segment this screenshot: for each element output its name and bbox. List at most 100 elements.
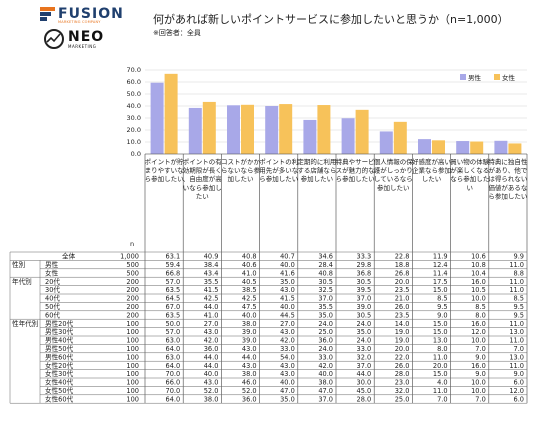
category-label-line: まりやすいな (145, 167, 185, 175)
table-cell: 33.3 (357, 253, 372, 261)
neo-logo: NEO MARKETING (44, 29, 150, 49)
table-cell: 23.0 (395, 379, 410, 387)
table-cell: 28.0 (357, 395, 372, 403)
category-label: 特典に独自性があり、他では得られない価値があるなら参加したい (488, 157, 528, 200)
neo-subtitle: MARKETING (68, 43, 97, 49)
table-cell: 20.0 (395, 278, 410, 286)
bar-female (164, 73, 178, 154)
table-cell: 40.0 (280, 261, 295, 269)
y-tick-label: 10.0 (127, 138, 141, 146)
table-cell: 66.0 (166, 379, 181, 387)
table-cell: 27.0 (204, 320, 219, 328)
table-cell: 59.4 (166, 261, 181, 269)
row-n: 100 (126, 328, 139, 336)
row-label: 女性40代 (45, 378, 74, 387)
row-n: 500 (126, 269, 139, 277)
table-cell: 30.5 (357, 311, 372, 319)
row-n: 200 (126, 311, 139, 319)
row-label: 30代 (45, 285, 60, 294)
table-cell: 43.0 (280, 286, 295, 294)
table-cell: 37.0 (357, 295, 372, 303)
table-cell: 45.0 (357, 387, 372, 395)
table-cell: 33.0 (357, 345, 372, 353)
table-cell: 23.5 (395, 311, 410, 319)
bar-male (341, 118, 355, 154)
table-cell: 9.0 (514, 370, 525, 378)
table-cell: 43.0 (280, 370, 295, 378)
bar-female (241, 104, 254, 154)
row-label: 60代 (45, 310, 60, 319)
table-cell: 17.5 (433, 278, 448, 286)
table-cell: 11.9 (433, 253, 448, 261)
table-cell: 46.0 (242, 379, 257, 387)
table-cell: 26.8 (395, 269, 410, 277)
table-cell: 36.0 (318, 337, 333, 345)
table-cell: 42.0 (280, 337, 295, 345)
table-cell: 11.0 (509, 261, 524, 269)
table-cell: 44.0 (204, 353, 219, 361)
table-cell: 36.0 (204, 345, 219, 353)
legend-swatch (494, 74, 500, 80)
table-cell: 28.4 (318, 261, 333, 269)
table-cell: 10.0 (471, 295, 486, 303)
bar-male (379, 131, 393, 154)
table-cell: 22.0 (395, 353, 410, 361)
table-cell: 38.0 (242, 370, 257, 378)
row-label: 男性 (45, 260, 59, 269)
table-cell: 28.0 (395, 370, 410, 378)
table-cell: 8.5 (514, 295, 525, 303)
table-cell: 21.0 (395, 295, 410, 303)
table-cell: 10.5 (471, 286, 486, 294)
table-cell: 10.6 (471, 253, 486, 261)
category-label: ポイントが貯まりやすいなら参加したい (145, 157, 185, 183)
table-cell: 40.0 (280, 303, 295, 311)
table-cell: 38.4 (204, 261, 219, 269)
bar-male (456, 141, 470, 154)
category-label-line: 効期限が長く (183, 166, 222, 175)
table-cell: 34.6 (318, 253, 333, 261)
table-cell: 10.0 (471, 337, 486, 345)
bar-male (418, 139, 431, 154)
category-label-line: は得られない (488, 174, 527, 183)
table-cell: 9.9 (514, 253, 525, 261)
table-cell: 35.0 (318, 311, 333, 319)
table-cell: 11.0 (433, 387, 448, 395)
legend-label: 女性 (502, 73, 516, 82)
table-cell: 63.5 (166, 311, 181, 319)
table-cell: 13.0 (509, 328, 524, 336)
bar-male (265, 106, 279, 154)
y-tick-label: 40.0 (127, 102, 141, 110)
row-n: 200 (126, 295, 139, 303)
fusion-mark-icon (40, 6, 55, 22)
table-cell: 10.4 (471, 269, 486, 277)
table-cell: 7.0 (475, 345, 486, 353)
category-label: ポイントの有効期限が長く、自由度が高いなら参加したい (183, 157, 223, 200)
row-label: 男性20代 (45, 319, 74, 328)
table-cell: 26.0 (395, 303, 410, 311)
table-cell: 41.5 (204, 286, 219, 294)
table-cell: 39.0 (357, 303, 372, 311)
row-label: 女性50代 (45, 386, 74, 395)
category-label-line: 定期的に利用 (297, 157, 336, 166)
category-label: ポイントの利用先が多いなら参加したい (259, 157, 299, 183)
table-cell: 9.0 (475, 353, 486, 361)
bar-female (432, 140, 445, 154)
table-cell: 47.0 (280, 387, 295, 395)
table-cell: 15.0 (433, 370, 448, 378)
table-cell: 29.8 (357, 261, 372, 269)
table-cell: 43.4 (204, 269, 219, 277)
category-label-line: ら参加したい (259, 174, 298, 183)
category-label-line: 護がしっかり (374, 166, 413, 175)
table-cell: 9.5 (437, 303, 448, 311)
table-cell: 24.0 (357, 337, 372, 345)
table-cell: 42.0 (318, 362, 333, 370)
table-cell: 66.8 (166, 269, 181, 277)
category-label-line: ポイントの有 (183, 157, 223, 166)
category-label-line: スが魅力的な (336, 166, 376, 175)
row-label: 女性 (45, 268, 59, 277)
table-cell: 7.0 (514, 345, 525, 353)
row-n: 100 (126, 337, 139, 345)
table-cell: 11.0 (509, 286, 524, 294)
row-n: 200 (126, 286, 139, 294)
